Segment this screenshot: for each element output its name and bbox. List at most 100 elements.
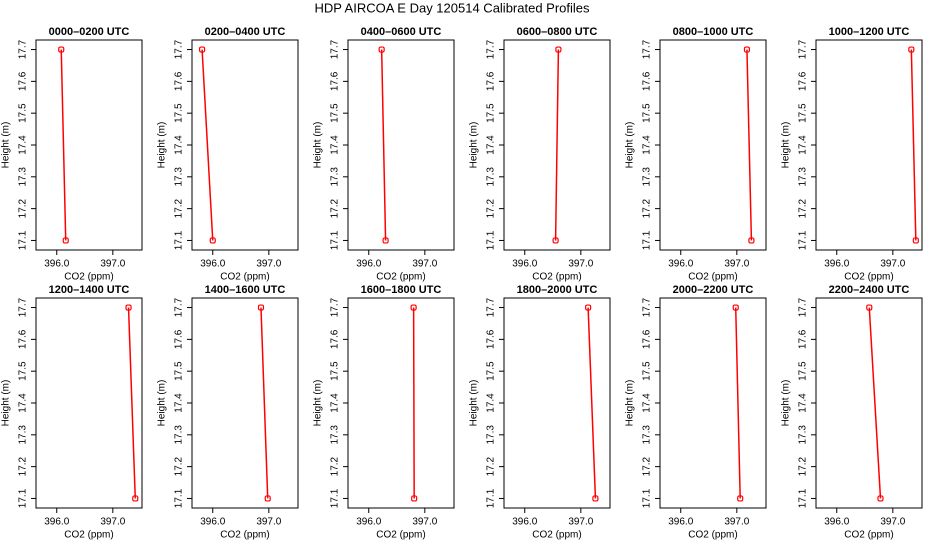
- figure-title: HDP AIRCOA E Day 120514 Calibrated Profi…: [314, 0, 590, 15]
- panel-title: 1400–1600 UTC: [205, 284, 286, 296]
- y-tick-label: 17.7: [798, 297, 809, 317]
- profile-point: [912, 237, 919, 244]
- y-tick-label: 17.7: [486, 39, 497, 59]
- y-tick-label: 17.2: [330, 456, 341, 476]
- y-tick-label: 17.7: [330, 39, 341, 59]
- y-tick-label: 17.4: [18, 393, 29, 413]
- profile-point: [410, 304, 417, 311]
- y-tick-label: 17.7: [18, 39, 29, 59]
- profile-point: [382, 237, 389, 244]
- y-tick-label: 17.1: [486, 488, 497, 508]
- profile-point: [592, 495, 599, 502]
- profile-point: [552, 237, 559, 244]
- y-tick-label: 17.5: [486, 361, 497, 381]
- y-tick-label: 17.6: [18, 329, 29, 349]
- y-tick-label: 17.5: [330, 361, 341, 381]
- y-axis-label: Height (m): [1, 122, 12, 169]
- x-tick-label: 396.0: [44, 517, 69, 528]
- profile-point: [585, 304, 592, 311]
- y-tick-label: 17.4: [174, 393, 185, 413]
- x-axis-label: CO2 (ppm): [376, 530, 425, 540]
- y-axis-label: Height (m): [469, 122, 480, 169]
- y-tick-label: 17.5: [330, 103, 341, 123]
- y-tick-label: 17.1: [18, 230, 29, 250]
- y-tick-label: 17.3: [330, 425, 341, 445]
- y-tick-label: 17.1: [798, 230, 809, 250]
- y-tick-label: 17.2: [174, 198, 185, 218]
- plot-frame: [659, 39, 767, 251]
- y-tick-label: 17.6: [486, 71, 497, 91]
- y-tick-label: 17.4: [18, 135, 29, 155]
- x-tick-label: 397.0: [880, 259, 905, 270]
- y-tick-label: 17.6: [18, 71, 29, 91]
- y-tick-label: 17.2: [486, 198, 497, 218]
- y-tick-label: 17.4: [330, 135, 341, 155]
- y-tick-label: 17.3: [486, 167, 497, 187]
- panel-title: 0800–1000 UTC: [673, 26, 754, 38]
- y-tick-label: 17.7: [174, 39, 185, 59]
- x-axis-label: CO2 (ppm): [376, 272, 425, 283]
- y-tick-label: 17.4: [798, 135, 809, 155]
- y-axis-label: Height (m): [157, 380, 168, 427]
- plot-frame: [659, 297, 767, 509]
- x-tick-label: 397.0: [100, 517, 125, 528]
- profile-point: [866, 304, 873, 311]
- plot-frame: [815, 39, 923, 251]
- plot-frame: [347, 297, 455, 509]
- y-tick-label: 17.6: [798, 71, 809, 91]
- x-tick-label: 397.0: [568, 259, 593, 270]
- y-tick-label: 17.5: [642, 361, 653, 381]
- y-tick-label: 17.6: [642, 329, 653, 349]
- x-tick-label: 397.0: [724, 517, 749, 528]
- y-tick-label: 17.2: [798, 198, 809, 218]
- y-tick-label: 17.2: [174, 456, 185, 476]
- profile-line: [127, 307, 137, 499]
- y-axis-label: Height (m): [157, 122, 168, 169]
- x-axis-label: CO2 (ppm): [688, 530, 737, 540]
- x-tick-label: 397.0: [100, 259, 125, 270]
- panel-title: 1800–2000 UTC: [517, 284, 598, 296]
- panel-title: 1000–1200 UTC: [829, 26, 910, 38]
- plot-frame: [347, 39, 455, 251]
- y-tick-label: 17.3: [798, 425, 809, 445]
- y-tick-label: 17.3: [642, 425, 653, 445]
- profile-line: [412, 307, 415, 499]
- y-tick-label: 17.1: [174, 488, 185, 508]
- y-tick-label: 17.5: [18, 361, 29, 381]
- y-tick-label: 17.5: [798, 361, 809, 381]
- y-tick-label: 17.2: [642, 456, 653, 476]
- x-tick-label: 396.0: [824, 517, 849, 528]
- x-axis-label: CO2 (ppm): [688, 272, 737, 283]
- y-tick-label: 17.7: [174, 297, 185, 317]
- profile-line: [746, 49, 753, 241]
- plot-frame: [35, 297, 143, 509]
- profile-line: [201, 49, 214, 241]
- y-tick-label: 17.4: [798, 393, 809, 413]
- x-tick-label: 397.0: [256, 259, 281, 270]
- profile-point: [908, 46, 915, 53]
- x-tick-label: 396.0: [824, 259, 849, 270]
- profile-point: [748, 237, 755, 244]
- y-tick-label: 17.6: [798, 329, 809, 349]
- profile-line: [60, 49, 67, 241]
- y-tick-label: 17.3: [18, 425, 29, 445]
- y-tick-label: 17.7: [642, 297, 653, 317]
- y-tick-label: 17.3: [174, 425, 185, 445]
- y-tick-label: 17.5: [486, 103, 497, 123]
- x-axis-label: CO2 (ppm): [844, 272, 893, 283]
- panel-title: 1200–1400 UTC: [49, 284, 130, 296]
- y-tick-label: 17.6: [642, 71, 653, 91]
- y-tick-label: 17.4: [174, 135, 185, 155]
- panel-title: 0000–0200 UTC: [49, 26, 130, 38]
- y-tick-label: 17.6: [330, 71, 341, 91]
- y-tick-label: 17.1: [18, 488, 29, 508]
- profile-point: [125, 304, 132, 311]
- x-tick-label: 397.0: [412, 517, 437, 528]
- profile-line: [380, 49, 387, 241]
- y-tick-label: 17.3: [642, 167, 653, 187]
- x-tick-label: 397.0: [412, 259, 437, 270]
- y-tick-label: 17.5: [18, 103, 29, 123]
- x-tick-label: 397.0: [880, 517, 905, 528]
- y-tick-label: 17.1: [330, 230, 341, 250]
